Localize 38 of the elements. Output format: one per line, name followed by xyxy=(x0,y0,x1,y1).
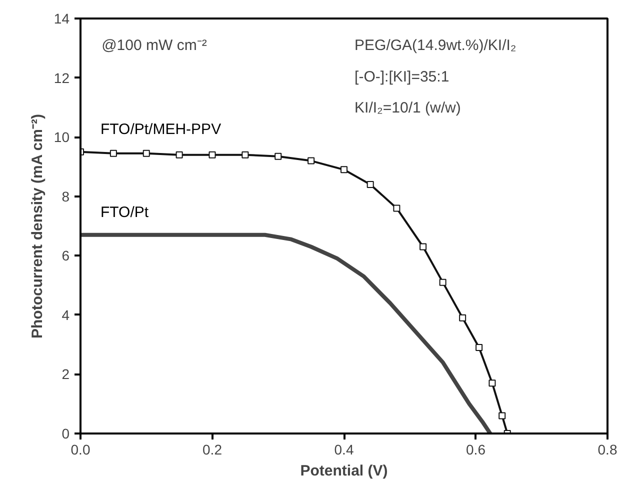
line-series xyxy=(80,232,492,434)
x-tick-label: 0.0 xyxy=(70,442,90,458)
y-tick-label: 0 xyxy=(62,426,70,442)
point xyxy=(393,204,400,212)
point xyxy=(488,380,496,387)
point xyxy=(308,157,315,164)
point xyxy=(176,151,183,158)
point xyxy=(340,166,348,174)
point xyxy=(366,181,374,188)
x-tick-label: 0.2 xyxy=(202,442,222,458)
point xyxy=(274,152,282,160)
point xyxy=(439,278,446,286)
y-axis-title: Photocurrent density (mA cm⁻²) xyxy=(28,114,46,339)
series-label: FTO/Pt/MEH-PPV xyxy=(100,120,222,138)
point xyxy=(498,412,506,420)
point xyxy=(142,150,150,157)
x-tick-label: 0.6 xyxy=(466,442,486,458)
y-tick-label: 10 xyxy=(54,129,70,146)
y-tick-label: 8 xyxy=(62,188,70,204)
point xyxy=(476,344,483,352)
x-axis-title: Potential (V) xyxy=(300,462,388,480)
annotation: KI/I₂=10/1 (w/w) xyxy=(354,99,461,116)
annotation: PEG/GA(14.9wt.%)/KI/I₂ xyxy=(354,37,516,54)
x-tick-label: 0.4 xyxy=(334,442,354,458)
y-tick-label: 4 xyxy=(62,306,70,323)
y-tick-label: 12 xyxy=(54,70,70,86)
point xyxy=(242,151,249,158)
x-tick-label: 0.8 xyxy=(598,442,618,458)
annotation: @100 mW cm⁻² xyxy=(102,37,207,54)
point xyxy=(110,150,117,157)
series-label: FTO/Pt xyxy=(100,204,150,221)
y-tick-label: 6 xyxy=(62,248,70,264)
point xyxy=(208,151,216,158)
y-tick-label: 14 xyxy=(54,10,70,26)
point xyxy=(459,314,466,322)
y-tick-label: 2 xyxy=(62,366,70,382)
point xyxy=(420,243,427,250)
annotation: [-O-]:[KI]=35:1 xyxy=(354,68,450,86)
